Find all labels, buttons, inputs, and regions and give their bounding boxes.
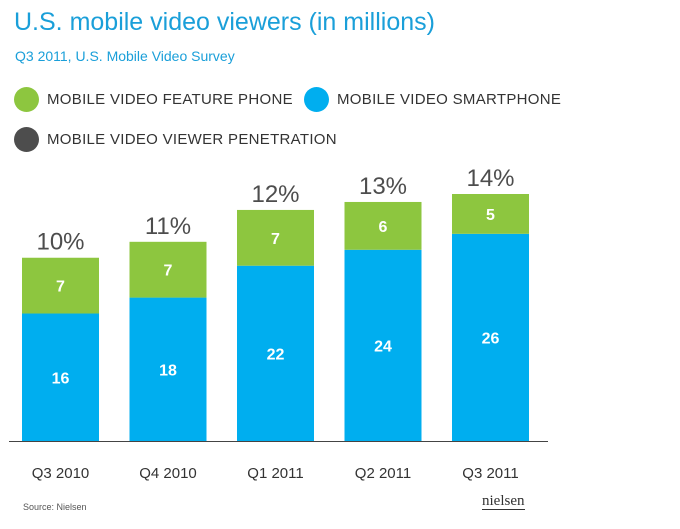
chart-subtitle: Q3 2011, U.S. Mobile Video Survey: [15, 48, 235, 64]
chart-title: U.S. mobile video viewers (in millions): [14, 8, 435, 36]
legend-item-penetration: MOBILE VIDEO VIEWER PENETRATION: [14, 127, 337, 152]
bar-feature-phone-3: [237, 209, 314, 266]
bar-smartphone-5: [452, 233, 529, 441]
data-label-smartphone-3: 22: [267, 346, 285, 363]
x-tick-label-1: Q3 2010: [32, 465, 90, 482]
bar-feature-phone-2: [129, 241, 207, 298]
penetration-label-4: 13%: [359, 173, 407, 200]
penetration-label-3: 12%: [251, 181, 299, 208]
bar-smartphone-3: [237, 265, 314, 441]
penetration-label-5: 14%: [466, 165, 514, 192]
legend-label-penetration: MOBILE VIDEO VIEWER PENETRATION: [47, 131, 337, 148]
bar-smartphone-4: [344, 249, 422, 441]
bar-smartphone-1: [22, 313, 99, 441]
legend-label-smartphone: MOBILE VIDEO SMARTPHONE: [337, 91, 562, 108]
legend-label-feature-phone: MOBILE VIDEO FEATURE PHONE: [47, 91, 293, 108]
x-tick-label-5: Q3 2011: [462, 465, 518, 482]
legend-swatch-feature-phone: [14, 87, 39, 112]
data-label-feature-phone-1: 7: [56, 279, 65, 296]
data-label-feature-phone-5: 5: [486, 207, 495, 224]
data-label-feature-phone-2: 7: [164, 263, 173, 280]
data-label-feature-phone-3: 7: [271, 231, 280, 248]
legend-item-smartphone: MOBILE VIDEO SMARTPHONE: [304, 87, 561, 112]
penetration-label-2: 11%: [145, 213, 191, 240]
x-tick-label-2: Q4 2010: [139, 465, 197, 482]
penetration-label-1: 10%: [36, 229, 84, 256]
x-tick-label-3: Q1 2011: [247, 465, 303, 482]
data-label-smartphone-5: 26: [482, 330, 500, 347]
data-label-smartphone-2: 18: [159, 362, 177, 379]
legend-item-feature-phone: MOBILE VIDEO FEATURE PHONE: [14, 87, 293, 112]
data-label-feature-phone-4: 6: [379, 219, 388, 236]
nielsen-logo: nielsen: [482, 493, 525, 510]
legend-swatch-penetration: [14, 127, 39, 152]
bar-feature-phone-4: [344, 201, 422, 250]
legend-swatch-smartphone: [304, 87, 329, 112]
data-label-smartphone-1: 16: [52, 370, 70, 387]
data-label-smartphone-4: 24: [374, 338, 392, 355]
source-note: Source: Nielsen: [23, 502, 87, 512]
bar-smartphone-2: [129, 297, 207, 441]
x-tick-label-4: Q2 2011: [355, 465, 411, 482]
bar-feature-phone-5: [452, 194, 529, 234]
bar-feature-phone-1: [22, 257, 99, 314]
